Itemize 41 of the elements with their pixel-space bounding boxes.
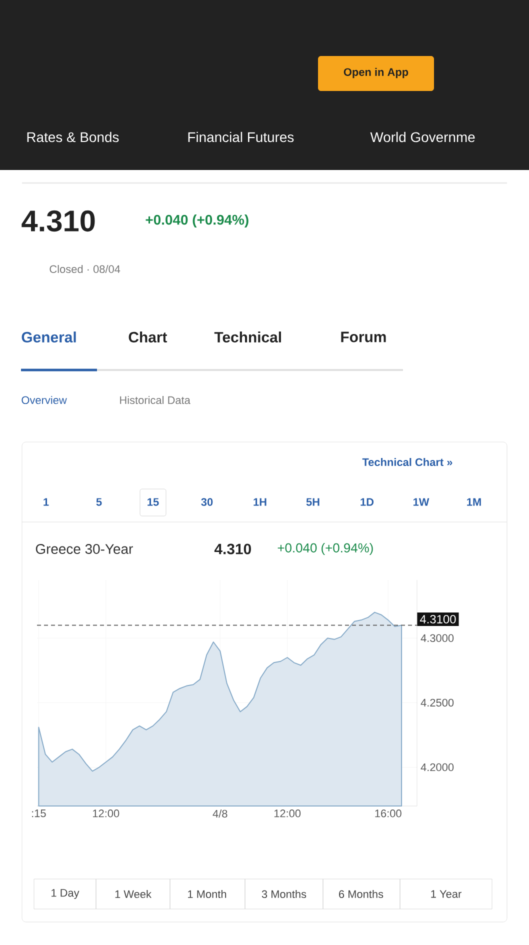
- text: 1 Year: [431, 890, 462, 898]
- text: General: [22, 332, 76, 342]
- x-tick-label: 4/8: [212, 810, 228, 818]
- text: 1D: [360, 498, 374, 506]
- y-tick-label: 4.2000: [420, 763, 454, 772]
- text: World Governme: [370, 132, 475, 142]
- text: Open in App: [344, 68, 408, 78]
- text: Forum: [341, 332, 386, 342]
- text: 5H: [306, 498, 320, 506]
- x-tick-label: 16:00: [375, 810, 402, 818]
- text: 6 Months: [339, 890, 384, 898]
- text: Chart: [128, 332, 168, 342]
- x-tick-label: 12:00: [274, 810, 301, 818]
- text: 3 Months: [262, 890, 306, 898]
- text: +0.040 (+0.94%): [146, 214, 248, 228]
- text: 1 Day: [52, 889, 80, 899]
- text: Rates & Bonds: [27, 132, 119, 142]
- text: 4.310: [214, 544, 251, 554]
- x-tick-label: :15: [32, 810, 46, 818]
- text: +0.040 (+0.94%): [278, 542, 373, 556]
- y-tick-label: 4.3000: [420, 634, 454, 642]
- text: 5: [96, 498, 102, 506]
- text: Historical Data: [120, 396, 190, 404]
- text: 1 Week: [115, 890, 152, 898]
- text: 1: [44, 498, 49, 506]
- text: 15: [148, 498, 159, 506]
- chart-title: Greece 30-Year: [36, 544, 133, 554]
- text: Financial Futures: [188, 132, 294, 142]
- text: Closed · 08/04: [50, 264, 120, 274]
- y-tick-label: 4.2500: [420, 698, 454, 707]
- x-tick-label: 12:00: [92, 810, 120, 818]
- text: 1H: [254, 498, 266, 506]
- text: 1M: [467, 498, 481, 506]
- ref-line-label: 4.3100: [420, 614, 456, 624]
- text: Technical Chart »: [362, 458, 452, 466]
- text: 4.310: [22, 210, 95, 232]
- text: Technical: [214, 332, 281, 342]
- text: 1W: [413, 498, 430, 506]
- text: 30: [201, 498, 213, 506]
- text: 1 Month: [188, 890, 226, 898]
- text: Overview: [22, 396, 67, 404]
